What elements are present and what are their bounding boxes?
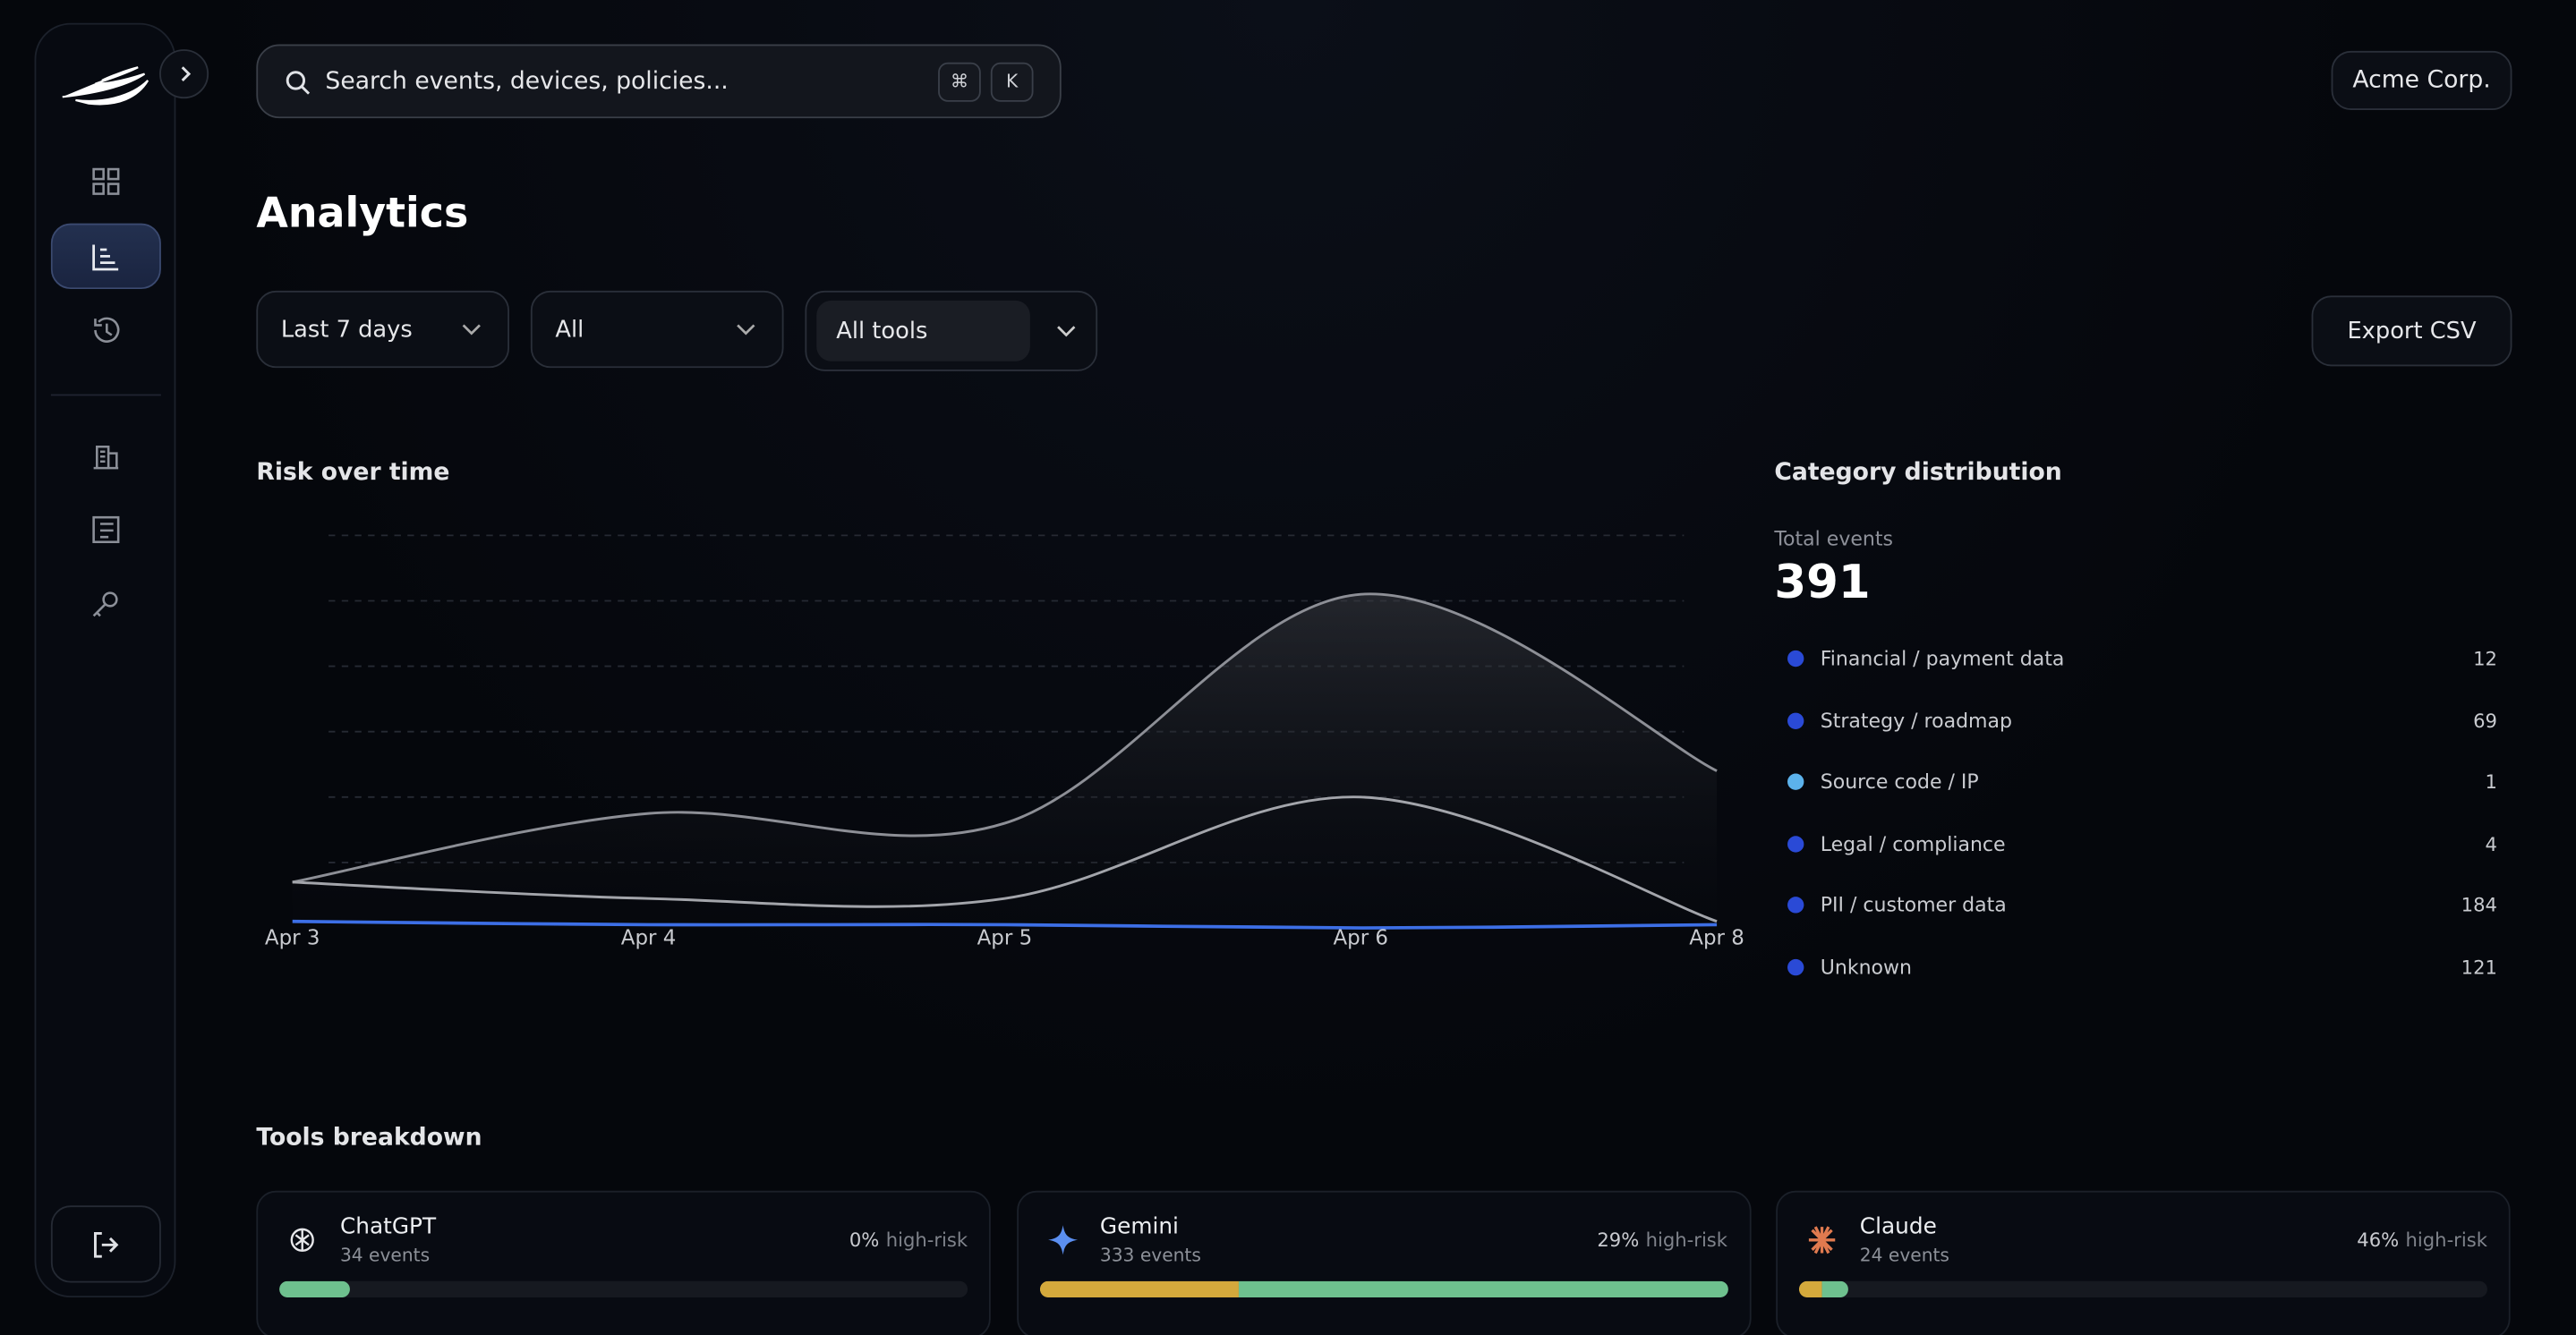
x-tick-label: Apr 5 [977, 926, 1033, 949]
category-row: Legal / compliance 4 [1787, 828, 2497, 861]
risk-pct: 29% [1597, 1228, 1640, 1252]
nav-dashboard[interactable] [90, 166, 120, 195]
category-value: 12 [2473, 647, 2497, 670]
nav-analytics[interactable] [90, 242, 120, 271]
shortcut-key: K [990, 61, 1034, 101]
category-row: Unknown 121 [1787, 951, 2497, 984]
category-label: PII / customer data [1820, 894, 2007, 917]
bar-track [1038, 1280, 1728, 1298]
line [292, 919, 1718, 930]
chart-title: Risk over time [256, 459, 450, 487]
risk-text: high-risk [2405, 1228, 2487, 1252]
low-risk-segment [1821, 1280, 1849, 1298]
x-tick-label: Apr 6 [1333, 926, 1388, 949]
x-tick-label: Apr 4 [621, 926, 677, 949]
area [292, 593, 1718, 929]
tool-events: 333 events [1099, 1245, 1201, 1267]
low-risk-segment [1238, 1280, 1728, 1298]
tool-risk: 29% high-risk [1597, 1229, 1727, 1252]
total-label: Total events [1774, 527, 1894, 550]
tool-risk: 46% high-risk [2357, 1229, 2487, 1252]
category-dot [1787, 711, 1804, 729]
filter-label: All tools [816, 300, 1030, 361]
divider [50, 394, 161, 396]
page-title: Analytics [256, 189, 469, 237]
logout-button[interactable] [50, 1205, 161, 1283]
x-tick-label: Apr 8 [1689, 926, 1744, 949]
category-dot [1787, 835, 1804, 853]
risk-pct: 46% [2357, 1228, 2400, 1252]
search-bar[interactable]: Search events, devices, policies... ⌘ K [256, 44, 1062, 119]
category-row: Strategy / roadmap 69 [1787, 704, 2497, 737]
category-row: PII / customer data 184 [1787, 889, 2497, 923]
tool-name: Gemini [1099, 1213, 1179, 1240]
tool-risk: 0% high-risk [849, 1229, 968, 1252]
nav-organization[interactable] [90, 440, 120, 470]
category-dot [1787, 897, 1804, 914]
export-button[interactable]: Export CSV [2311, 295, 2512, 367]
tool-card: ChatGPT 34 events 0% high-risk [256, 1190, 991, 1335]
category-value: 69 [2473, 709, 2497, 732]
category-dot [1787, 958, 1804, 976]
category-value: 4 [2485, 832, 2497, 855]
filter-tools[interactable]: All tools [805, 290, 1098, 371]
shortcut-key: ⌘ [938, 61, 981, 101]
low-risk-segment [279, 1280, 350, 1298]
search-placeholder: Search events, devices, policies... [325, 68, 729, 95]
usage-bar [1798, 1280, 1849, 1298]
tool-events: 34 events [339, 1245, 431, 1267]
tool-icon [287, 1225, 317, 1261]
category-row: Financial / payment data 12 [1787, 642, 2497, 676]
risk-text: high-risk [885, 1228, 968, 1252]
filter-range[interactable]: Last 7 days [256, 290, 510, 369]
tool-name: Claude [1859, 1213, 1937, 1240]
category-value: 1 [2485, 770, 2497, 794]
category-value: 121 [2461, 956, 2497, 979]
risk-chart: Apr 3 Apr 4 Apr 5 Apr 6 Apr 8 [265, 534, 1744, 949]
expand-button[interactable] [159, 49, 209, 99]
tool-name: ChatGPT [339, 1213, 437, 1240]
line [292, 795, 1718, 923]
logo [62, 66, 149, 106]
category-label: Strategy / roadmap [1820, 709, 2012, 732]
distribution-title: Category distribution [1774, 459, 2062, 487]
org-button[interactable]: Acme Corp. [2331, 50, 2512, 110]
x-tick-label: Apr 3 [265, 926, 320, 949]
category-label: Legal / compliance [1820, 832, 2006, 855]
total-value: 391 [1774, 555, 1871, 609]
filter-label: All [555, 316, 584, 343]
tool-events: 24 events [1859, 1245, 1949, 1267]
usage-bar [279, 1280, 350, 1298]
category-value: 184 [2461, 894, 2497, 917]
category-dot [1787, 650, 1804, 668]
filter-category[interactable]: All [530, 290, 784, 369]
nav-history[interactable] [90, 315, 120, 344]
tool-card: Claude 24 events 46% high-risk [1776, 1190, 2511, 1335]
category-row: Source code / IP 1 [1787, 766, 2497, 799]
nav-policies[interactable] [90, 514, 120, 544]
category-label: Unknown [1820, 956, 1913, 979]
tool-card: Gemini 333 events 29% high-risk [1016, 1190, 1751, 1335]
bar-track [1798, 1280, 2487, 1298]
category-dot [1787, 773, 1804, 791]
category-label: Financial / payment data [1820, 647, 2065, 670]
usage-bar [1038, 1280, 1728, 1298]
high-risk-segment [1798, 1280, 1822, 1298]
tool-icon [1807, 1225, 1837, 1261]
line [292, 592, 1718, 884]
category-label: Source code / IP [1820, 770, 1979, 794]
high-risk-segment [1038, 1280, 1239, 1298]
sidebar [34, 22, 176, 1298]
tool-icon [1047, 1225, 1078, 1261]
bar-track [279, 1280, 968, 1298]
risk-text: high-risk [1645, 1228, 1728, 1252]
risk-pct: 0% [849, 1228, 880, 1252]
nav-keys[interactable] [90, 590, 120, 619]
tools-title: Tools breakdown [256, 1125, 482, 1152]
filter-label: Last 7 days [280, 316, 413, 343]
